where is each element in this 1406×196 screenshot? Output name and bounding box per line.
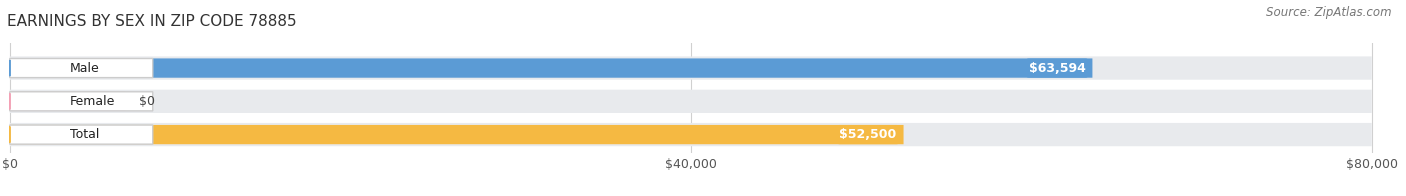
FancyBboxPatch shape [10,125,904,144]
Text: Male: Male [70,62,100,74]
FancyBboxPatch shape [10,92,125,111]
Text: $52,500: $52,500 [839,128,897,141]
FancyBboxPatch shape [10,59,153,78]
Text: $63,594: $63,594 [1029,62,1085,74]
FancyBboxPatch shape [10,123,1372,146]
FancyBboxPatch shape [10,92,153,111]
FancyBboxPatch shape [10,58,1092,78]
Text: Total: Total [70,128,100,141]
FancyBboxPatch shape [10,56,1372,80]
Text: EARNINGS BY SEX IN ZIP CODE 78885: EARNINGS BY SEX IN ZIP CODE 78885 [7,14,297,29]
FancyBboxPatch shape [10,125,153,144]
Text: Source: ZipAtlas.com: Source: ZipAtlas.com [1267,6,1392,19]
FancyBboxPatch shape [10,90,1372,113]
Text: Female: Female [70,95,115,108]
Text: $0: $0 [139,95,155,108]
